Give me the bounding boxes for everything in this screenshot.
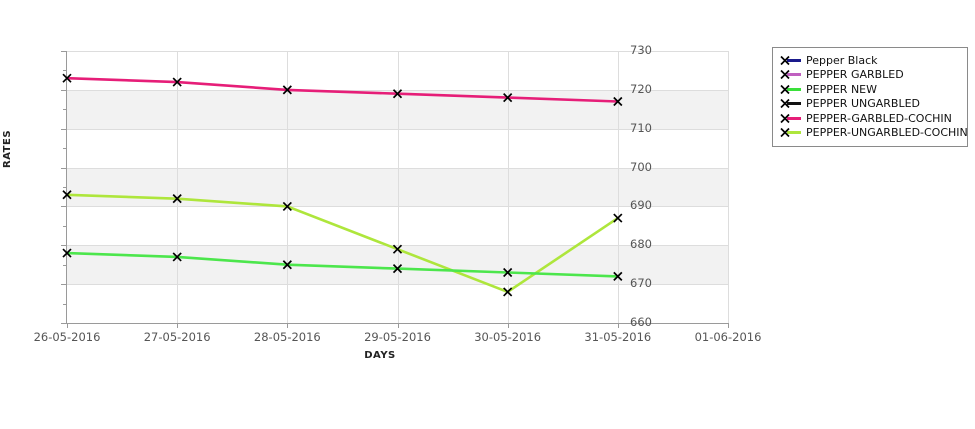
gridline-vertical: [728, 51, 729, 323]
gridline-horizontal: [67, 51, 728, 52]
data-point-marker-x: [613, 96, 623, 107]
y-tick-label: 720: [630, 81, 652, 96]
legend-item[interactable]: PEPPER-UNGARBLED-COCHIN: [779, 126, 968, 141]
y-tick-label: 670: [630, 276, 652, 291]
y-tick-minor: [63, 109, 67, 110]
legend-marker-x-icon: [779, 54, 801, 67]
series-lines: [62, 73, 623, 297]
legend-item-label: Pepper Black: [806, 53, 878, 67]
x-tick-label: 29-05-2016: [364, 330, 431, 344]
y-tick-major: [61, 245, 67, 246]
x-tick: [177, 323, 178, 328]
x-tick-label: 30-05-2016: [474, 330, 542, 344]
gridline-vertical: [618, 51, 619, 323]
y-tick-major: [61, 90, 67, 91]
y-axis-title: RATES: [2, 129, 13, 168]
series-pepper-garbled-cochin: [62, 73, 623, 107]
y-tick-label: 710: [630, 120, 652, 135]
y-tick-minor: [63, 148, 67, 149]
data-point-marker-x: [62, 248, 72, 258]
series-line: [66, 251, 618, 278]
y-tick-major: [61, 51, 67, 52]
gridline-horizontal: [67, 284, 728, 285]
data-point-marker-x: [172, 77, 182, 87]
y-tick-label: 660: [630, 315, 652, 329]
gridline-horizontal: [67, 168, 728, 169]
gridline-horizontal: [67, 245, 728, 246]
series-pepper-ungarbled-cochin: [62, 190, 623, 297]
y-tick-label: 730: [630, 43, 652, 57]
x-tick: [398, 323, 399, 328]
series-line: [66, 193, 619, 294]
x-tick-label: 27-05-2016: [143, 330, 211, 344]
y-tick-minor: [63, 304, 67, 305]
legend-item[interactable]: PEPPER-GARBLED-COCHIN: [779, 111, 961, 126]
data-point-marker-x: [62, 190, 72, 200]
data-point-marker-x: [172, 194, 182, 204]
line-chart-figure: RATES DAYS 660 670 680 690 700 710 720 730 26-0…: [2, 44, 762, 361]
legend-item-label: PEPPER NEW: [806, 82, 877, 96]
data-point-marker-x: [392, 244, 403, 254]
data-point-marker-x: [282, 85, 292, 95]
chart-legend: Pepper Black PEPPER GARBLED PEPPER NEW PEPP…: [772, 47, 968, 147]
gridline-vertical: [398, 51, 399, 323]
gridline-vertical: [287, 51, 288, 323]
data-point-marker-x: [503, 93, 513, 103]
legend-item-label: PEPPER-GARBLED-COCHIN: [806, 111, 952, 125]
data-point-marker-x: [392, 89, 403, 99]
y-tick-minor: [63, 265, 67, 266]
data-point-marker-x: [503, 287, 513, 297]
legend-item-label: PEPPER GARBLED: [806, 68, 904, 82]
legend-marker-x-icon: [779, 68, 801, 81]
x-tick-label: 31-05-2016: [584, 330, 652, 344]
data-point-marker-x: [282, 201, 292, 212]
x-tick-label: 01-06-2016: [694, 330, 762, 344]
gridline-vertical: [177, 51, 178, 323]
y-tick-minor: [63, 226, 67, 227]
x-tick: [67, 323, 68, 328]
data-point-marker-x: [62, 73, 72, 83]
gridline-horizontal: [67, 206, 728, 207]
y-tick-label: 680: [630, 237, 652, 252]
data-point-marker-x: [282, 260, 292, 270]
y-tick-label: 700: [630, 159, 652, 174]
data-point-marker-x: [613, 213, 623, 223]
series-line: [66, 76, 618, 103]
x-tick: [287, 323, 288, 328]
legend-item-label: PEPPER UNGARBLED: [806, 97, 921, 111]
legend-marker-x-icon: [779, 83, 801, 96]
data-point-marker-x: [392, 263, 403, 274]
data-point-marker-x: [613, 271, 623, 281]
data-point-marker-x: [172, 252, 182, 262]
y-tick-label: 690: [630, 198, 652, 213]
legend-marker-x-icon: [779, 126, 801, 139]
y-tick-major: [61, 323, 67, 324]
y-tick-minor: [63, 70, 67, 71]
gridline-horizontal: [67, 90, 728, 91]
y-tick-major: [61, 284, 67, 285]
legend-marker-x-icon: [779, 97, 801, 110]
gridline-vertical: [508, 51, 509, 323]
legend-item[interactable]: Pepper Black: [779, 53, 961, 68]
y-tick-major: [61, 206, 67, 207]
y-tick-major: [61, 168, 67, 169]
legend-item[interactable]: PEPPER GARBLED: [779, 68, 961, 83]
y-tick-minor: [63, 187, 67, 188]
x-tick: [618, 323, 619, 328]
x-tick-label: 26-05-2016: [33, 330, 101, 344]
legend-marker-x-icon: [779, 112, 801, 125]
legend-item[interactable]: PEPPER NEW: [779, 82, 961, 97]
gridline-horizontal: [67, 129, 728, 130]
data-point-marker-x: [503, 267, 513, 278]
legend-item-label: PEPPER-UNGARBLED-COCHIN: [806, 126, 968, 140]
x-tick-label: 28-05-2016: [253, 330, 321, 344]
x-tick: [728, 323, 729, 328]
plot-area: 660 670 680 690 700 710 720 730 26-05-2016 27-05…: [34, 44, 762, 342]
series-pepper-new-plotted-: [62, 248, 623, 281]
x-tick: [508, 323, 509, 328]
y-tick-major: [61, 129, 67, 130]
legend-item[interactable]: PEPPER UNGARBLED: [779, 97, 961, 112]
x-axis-title: DAYS: [364, 350, 396, 361]
